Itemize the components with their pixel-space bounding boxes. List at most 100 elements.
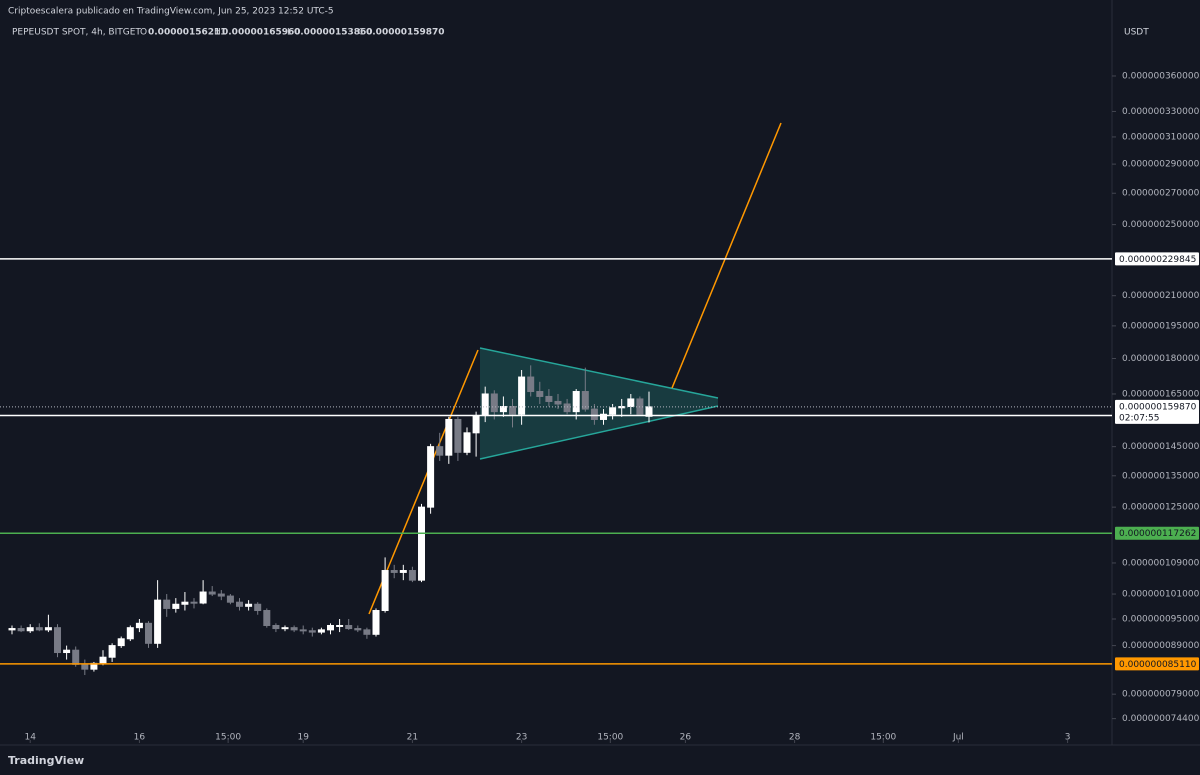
candle-body: [17, 628, 25, 632]
level-label: 0.000000117262: [1119, 529, 1196, 539]
x-tick-label: 21: [407, 733, 418, 743]
candle-body: [254, 603, 262, 612]
candle-body: [317, 629, 325, 633]
level-label-box: [1115, 657, 1199, 671]
candle-body: [217, 593, 225, 597]
last-price-box: [1115, 399, 1199, 424]
triangle-fill: [480, 348, 718, 459]
ohlc-value: 0.00000165960: [222, 28, 301, 38]
level-label-box: [1115, 526, 1199, 540]
candle-body: [509, 406, 517, 415]
ohlc-key: H: [214, 28, 221, 38]
candle-body: [44, 627, 52, 631]
candle-body: [627, 398, 635, 408]
candle-body: [126, 627, 134, 640]
last-price-label: 0.000000159870: [1119, 402, 1197, 412]
candle-body: [390, 570, 398, 573]
currency: USDT: [1124, 28, 1149, 38]
candle-body: [590, 408, 598, 420]
ohlc-key: O: [140, 28, 147, 38]
candle-body: [199, 591, 207, 604]
candle-body: [600, 413, 608, 420]
x-tick-label: 15:00: [215, 733, 241, 743]
y-tick-label: 0.000000079000: [1122, 690, 1200, 700]
x-tick-label: 16: [134, 733, 146, 743]
x-tick-label: 19: [297, 733, 309, 743]
candle-body: [572, 391, 580, 413]
candle-body: [190, 601, 198, 604]
candle-body: [581, 391, 589, 410]
x-tick-label: 26: [680, 733, 692, 743]
candle-body: [154, 599, 162, 644]
candle-body: [26, 627, 34, 632]
y-tick-label: 0.000000109000: [1122, 558, 1200, 568]
x-tick-label: 3: [1065, 733, 1071, 743]
triangle-top: [479, 347, 719, 399]
candle-body: [399, 570, 407, 573]
x-tick-label: 15:00: [597, 733, 623, 743]
y-tick-label: 0.000000089000: [1122, 641, 1200, 651]
candle-body: [345, 624, 353, 630]
y-tick-label: 0.000000095000: [1122, 615, 1200, 625]
ohlc-value: 0.00000156211: [148, 28, 227, 38]
candle-body: [299, 629, 307, 632]
candle-body: [536, 391, 544, 397]
candle-body: [609, 407, 617, 415]
candle-body: [545, 395, 553, 402]
candle-body: [35, 627, 43, 631]
x-tick-label: 14: [24, 733, 36, 743]
y-tick-label: 0.000000101000: [1122, 590, 1200, 600]
candle-body: [463, 432, 471, 453]
y-tick-label: 0.000000360000: [1122, 71, 1200, 81]
candle-body: [308, 630, 316, 633]
candle-body: [327, 624, 335, 631]
y-tick-label: 0.000000195000: [1122, 321, 1200, 331]
candle-body: [108, 645, 116, 658]
y-tick-label: 0.000000125000: [1122, 503, 1200, 513]
y-tick-label: 0.000000165000: [1122, 389, 1200, 399]
candle-body: [363, 629, 371, 635]
candle-body: [372, 610, 380, 635]
candle-body: [54, 627, 62, 654]
candle-body: [145, 622, 153, 644]
x-tick-label: 15:00: [870, 733, 896, 743]
candle-body: [472, 415, 480, 434]
ohlc-key: L: [287, 28, 292, 38]
candle-body: [290, 627, 298, 631]
publisher: Criptoescalera publicado en TradingView.…: [8, 7, 334, 17]
countdown: 02:07:55: [1119, 413, 1159, 423]
candle-body: [563, 403, 571, 413]
symbol: PEPEUSDT SPOT, 4h, BITGET: [12, 28, 141, 38]
x-tick-label: 23: [516, 733, 527, 743]
candle-body: [236, 601, 244, 607]
x-tick-label: Jul: [952, 733, 964, 743]
candle-body: [8, 628, 16, 631]
candles: [8, 365, 653, 676]
y-tick-label: 0.000000310000: [1122, 132, 1200, 142]
candle-body: [208, 591, 216, 595]
candle-body: [135, 622, 143, 629]
candle-body: [117, 638, 125, 647]
ohlc-legend: O 0.00000156211 H 0.00000165960 L 0.0000…: [140, 28, 445, 38]
candle-body: [436, 446, 444, 456]
candle-body: [527, 376, 535, 393]
y-tick-label: 0.000000270000: [1122, 189, 1200, 199]
y-tick-label: 0.000000330000: [1122, 107, 1200, 117]
footer-logo: TradingView: [8, 754, 84, 767]
y-tick-label: 0.000000135000: [1122, 471, 1200, 481]
candle-body: [518, 376, 526, 415]
candle-body: [499, 406, 507, 413]
ohlc-value: 0.00000153860: [294, 28, 373, 38]
flagpole: [368, 349, 479, 615]
candle-body: [554, 400, 562, 405]
candle-body: [408, 570, 416, 581]
ohlc-value: 0.00000159870: [366, 28, 445, 38]
candle-body: [81, 663, 89, 670]
y-tick-label: 0.000000145000: [1122, 442, 1200, 452]
candle-body: [281, 627, 289, 630]
candle-body: [181, 601, 189, 605]
candle-body: [272, 624, 280, 630]
